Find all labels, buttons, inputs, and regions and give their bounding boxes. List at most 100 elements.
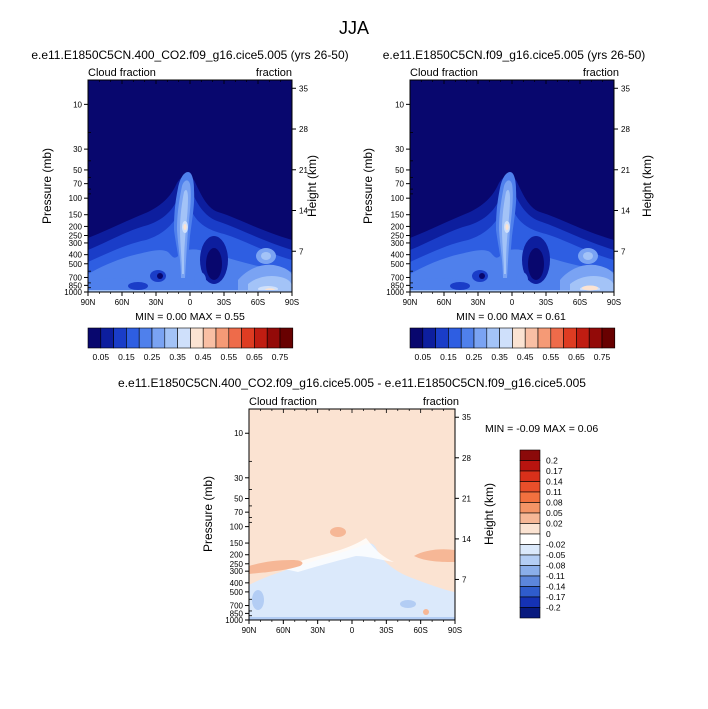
panel-3-colorbar-swatch xyxy=(519,596,541,608)
panel-3-ytick-label: 500 xyxy=(230,588,244,597)
panel-3-colorbar-label: 0.11 xyxy=(546,487,562,497)
panel-3-ytick-label: 50 xyxy=(234,495,243,504)
panel-1-left-label: Cloud fraction xyxy=(88,67,156,79)
panel-3: e.e11.E1850C5CN.400_CO2.f09_g16.cice5.00… xyxy=(118,376,598,635)
panel-1-ytick-label: 70 xyxy=(73,180,82,189)
panel-2-colorbar-swatch xyxy=(460,327,475,349)
panel-2-ytick-label: 10 xyxy=(395,100,404,109)
panel-2-ytick-right-label: 21 xyxy=(621,166,630,175)
panel-2-colorbar-swatch xyxy=(550,327,564,349)
panel-3-colorbar-swatch xyxy=(519,470,541,482)
panel-1-colorbar-swatch xyxy=(241,327,255,349)
panel-1-title: e.e11.E1850C5CN.400_CO2.f09_g16.cice5.00… xyxy=(31,48,348,62)
panel-3-colorbar-swatch xyxy=(519,565,541,577)
panel-1-colorbar-label: 0.15 xyxy=(118,352,135,362)
panel-1-ylabel: Pressure (mb) xyxy=(40,148,54,224)
panel-3-ytick-label: 70 xyxy=(234,508,243,517)
panel-2-colorbar-swatch xyxy=(524,327,539,349)
panel-1-colorbar-swatch xyxy=(151,327,166,349)
panel-2-ytick-label: 850 xyxy=(391,281,405,290)
panel-3-colorbar-label: 0.17 xyxy=(546,466,563,476)
panel-2-left-label: Cloud fraction xyxy=(410,67,478,79)
panel-2-ytick-label: 1000 xyxy=(386,288,404,297)
panel-2-colorbar-swatch xyxy=(499,327,513,349)
panel-1-xtick-label: 60S xyxy=(251,298,265,307)
panel-3-ytick-right-label: 7 xyxy=(462,575,467,584)
panel-3-colorbar-label: -0.14 xyxy=(546,582,566,592)
panel-3-ytick-label: 200 xyxy=(230,551,244,560)
panel-3-ytick-right-label: 14 xyxy=(462,535,471,544)
panel-2-ytick-label: 150 xyxy=(391,211,405,220)
panel-1-colorbar-swatch xyxy=(215,327,230,349)
panel-2-colorbar-swatch xyxy=(473,327,488,349)
panel-3-colorbar-label: -0.2 xyxy=(546,603,561,613)
panel-2-colorbar-swatch xyxy=(601,327,616,349)
panel-1-colorbar-swatch xyxy=(202,327,217,349)
panel-3-stats: MIN = -0.09 MAX = 0.06 xyxy=(485,423,598,435)
panel-3-colorbar-label: -0.05 xyxy=(546,550,566,560)
panel-3-ytick-right-label: 35 xyxy=(462,413,471,422)
panel-3-left-label: Cloud fraction xyxy=(249,396,317,408)
panel-1-ytick-right-label: 7 xyxy=(299,247,304,256)
panel-1-xtick-label: 90S xyxy=(285,298,299,307)
panel-3-xtick-label: 90N xyxy=(242,626,257,635)
panel-3-colorbar-swatch xyxy=(519,586,541,598)
panel-3-xtick-label: 90S xyxy=(448,626,462,635)
panel-1-xtick-label: 60N xyxy=(115,298,130,307)
panel-3-ytick-label: 10 xyxy=(234,429,243,438)
panel-2-ytick-right-label: 7 xyxy=(621,247,626,256)
panel-3-colorbar-swatch xyxy=(519,512,541,524)
panel-3-ytick-label: 400 xyxy=(230,579,244,588)
panel-3-xtick-label: 30S xyxy=(379,626,393,635)
panel-1-ytick-label: 250 xyxy=(69,232,83,241)
panel-1-ytick-label: 700 xyxy=(69,273,83,282)
panel-2-colorbar-label: 0.25 xyxy=(466,352,483,362)
panel-3-colorbar-label: -0.11 xyxy=(546,571,565,581)
panel-3-colorbar-swatch xyxy=(519,523,541,535)
panel-3-colorbar-swatch xyxy=(519,491,541,503)
panel-3-colorbar-swatch xyxy=(519,481,541,493)
panel-3-ytick-label: 1000 xyxy=(225,616,243,625)
panel-3-colorbar-label: 0.02 xyxy=(546,519,563,529)
panel-3-ytick-label: 700 xyxy=(230,602,244,611)
panel-1-colorbar-label: 0.65 xyxy=(246,352,263,362)
panel-2-ytick-label: 200 xyxy=(391,222,405,231)
panel-1-ytick-label: 500 xyxy=(69,260,83,269)
panel-3-ytick-label: 150 xyxy=(230,539,244,548)
panel-1-colorbar-label: 0.35 xyxy=(169,352,186,362)
panel-2-xtick-label: 30N xyxy=(471,298,486,307)
panel-2-ytick-label: 500 xyxy=(391,260,405,269)
panel-3-xtick-label: 30N xyxy=(310,626,325,635)
panel-3-ytick-right-label: 21 xyxy=(462,494,471,503)
panel-3-colorbar-label: 0.05 xyxy=(546,508,563,518)
panel-2-colorbar-swatch xyxy=(563,327,577,349)
panel-3-ytick-label: 850 xyxy=(230,609,244,618)
panel-1-colorbar-swatch xyxy=(266,327,281,349)
panel-2-ylabel-right: Height (km) xyxy=(640,155,654,217)
panel-1-colorbar-swatch xyxy=(279,327,294,349)
panel-3-colorbar-label: -0.08 xyxy=(546,561,566,571)
panel-3-colorbar-label: -0.17 xyxy=(546,592,566,602)
panel-2-xtick-label: 0 xyxy=(510,298,515,307)
panel-3-contour-field xyxy=(249,409,455,620)
panel-3-right-label: fraction xyxy=(423,396,459,408)
panel-3-colorbar-swatch xyxy=(519,533,541,545)
panel-3-title: e.e11.E1850C5CN.400_CO2.f09_g16.cice5.00… xyxy=(118,376,586,390)
panel-2-ylabel: Pressure (mb) xyxy=(361,148,375,224)
panel-2-ytick-label: 700 xyxy=(391,273,405,282)
panel-1-ytick-right-label: 35 xyxy=(299,84,308,93)
panel-2-colorbar-label: 0.15 xyxy=(440,352,457,362)
panel-2-ytick-label: 400 xyxy=(391,251,405,260)
panel-2-ytick-right-label: 14 xyxy=(621,207,630,216)
panel-3-colorbar-swatch xyxy=(519,544,541,556)
panel-2-colorbar-swatch xyxy=(409,327,424,349)
panel-2-title: e.e11.E1850C5CN.f09_g16.cice5.005 (yrs 2… xyxy=(383,48,646,62)
panel-3-xtick-label: 0 xyxy=(350,626,355,635)
panel-1-colorbar-swatch xyxy=(138,327,153,349)
panel-1-ytick-label: 1000 xyxy=(64,288,82,297)
panel-1-ylabel-right: Height (km) xyxy=(305,155,319,217)
panel-3-ytick-label: 300 xyxy=(230,567,244,576)
panel-2-colorbar-swatch xyxy=(435,327,449,349)
panel-2-colorbar-label: 0.75 xyxy=(594,352,611,362)
panel-1-ytick-label: 400 xyxy=(69,251,83,260)
